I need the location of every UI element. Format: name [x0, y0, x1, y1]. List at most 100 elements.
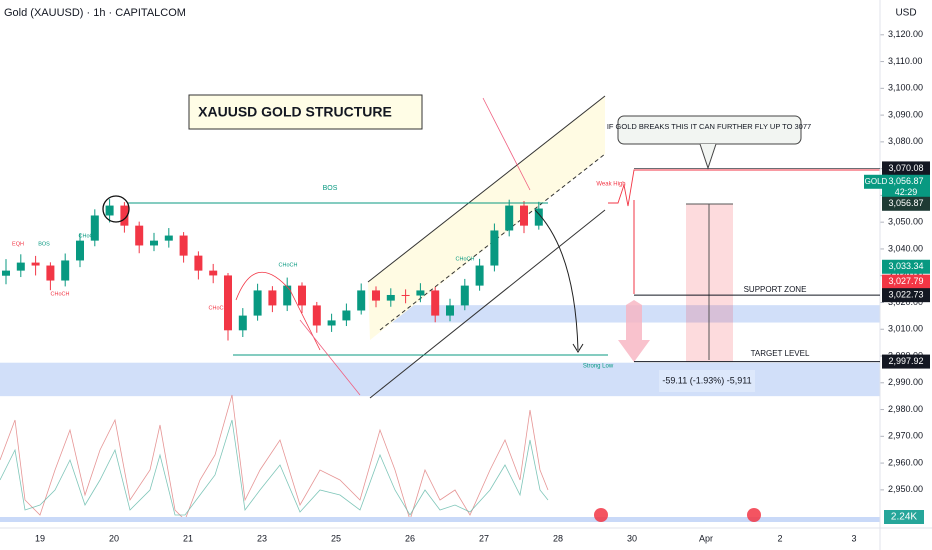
- candle-body: [224, 275, 232, 331]
- candle-body: [194, 255, 203, 271]
- structure-label: CHoCH: [79, 233, 98, 239]
- volume-tag: [884, 510, 924, 524]
- drop-arrow-big: [618, 300, 650, 362]
- measure-label: -59.11 (-1.93%) -5,911: [662, 375, 751, 385]
- event-flag: [747, 508, 761, 522]
- y-tick-label: 3,050.00: [888, 217, 923, 227]
- candle-body: [238, 315, 247, 331]
- y-tick-label: 2,990.00: [888, 377, 923, 387]
- candle-body: [120, 205, 129, 226]
- candle-body: [105, 205, 114, 216]
- chart-title: Gold (XAUUSD) · 1h · CAPITALCOM: [4, 7, 186, 19]
- y-tick-label: 3,090.00: [888, 109, 923, 119]
- candle-body: [16, 262, 25, 271]
- x-tick-label: 3: [851, 533, 856, 543]
- arrow-head: [572, 343, 584, 353]
- price-tag: [882, 161, 930, 176]
- arrow: [482, 97, 531, 191]
- price-tag-text: 3,027.79: [888, 276, 923, 286]
- candle-body: [327, 320, 336, 326]
- highlight-circle: [102, 195, 130, 223]
- candle-body: [76, 240, 84, 261]
- candle-body: [31, 262, 40, 266]
- y-tick-label: 2,950.00: [888, 484, 923, 494]
- y-tick-label: 3,080.00: [888, 136, 923, 146]
- candle-body: [446, 305, 454, 316]
- price-tag-text: 3,022.73: [888, 290, 923, 300]
- channel-line: [367, 95, 606, 283]
- strong-low: Strong Low: [583, 364, 614, 370]
- target-label: TARGET LEVEL: [751, 349, 810, 358]
- price-tag-text: 2,997.92: [888, 356, 923, 366]
- x-tick-label: 20: [109, 533, 119, 543]
- event-flag: [594, 508, 608, 522]
- candle-body: [372, 290, 380, 301]
- candle-body: [475, 265, 484, 286]
- y-axis-label: USD: [895, 8, 916, 19]
- candle-body: [416, 290, 425, 296]
- symbol-tag-text: GOLD: [865, 177, 888, 186]
- candle-body: [431, 290, 440, 316]
- price-tag: [882, 354, 930, 369]
- candle-body: [342, 310, 351, 321]
- candle-body: [90, 215, 99, 241]
- support-label: SUPPORT ZONE: [744, 285, 807, 294]
- candle-body: [61, 260, 70, 281]
- structure-box: [188, 94, 423, 130]
- candle-body: [150, 240, 158, 246]
- price-tag-text: 3,056.87: [888, 176, 923, 186]
- structure-label: BOS: [38, 241, 50, 247]
- x-tick-label: 27: [479, 533, 489, 543]
- measure-box: [659, 370, 755, 392]
- structure-title: XAUUSD GOLD STRUCTURE: [198, 104, 392, 120]
- y-tick-label: 3,040.00: [888, 243, 923, 253]
- breakout-path: [608, 169, 880, 207]
- candle-body: [46, 265, 55, 281]
- y-tick-label: 3,120.00: [888, 29, 923, 39]
- channel-line: [369, 209, 606, 399]
- candle-body: [2, 270, 10, 276]
- x-tick-label: 28: [553, 533, 563, 543]
- y-tick-label: 3,100.00: [888, 83, 923, 93]
- x-tick-label: 25: [331, 533, 341, 543]
- callout-pointer: [699, 143, 717, 170]
- oscillator-signal: [0, 419, 549, 516]
- y-tick-label: 2,980.00: [888, 404, 923, 414]
- structure-label: EQH: [12, 241, 24, 247]
- candle-body: [179, 235, 188, 256]
- x-tick-label: 30: [627, 533, 637, 543]
- callout: IF GOLD BREAKS THIS IT CAN FURTHER FLY U…: [607, 122, 811, 131]
- candle-body: [357, 290, 366, 311]
- candle-body: [135, 225, 144, 246]
- candle-body: [505, 205, 514, 231]
- bos-label: BOS: [323, 185, 338, 192]
- structure-label: CHoCH: [51, 291, 70, 297]
- zone: [370, 305, 880, 323]
- price-tag: [882, 259, 930, 274]
- candle-body: [520, 205, 528, 226]
- arrow: [299, 319, 361, 396]
- candle-body: [490, 230, 499, 266]
- candle-body: [460, 285, 469, 306]
- candle-body: [268, 290, 277, 306]
- structure-label: CHoCH: [456, 256, 475, 262]
- x-tick-label: 19: [35, 533, 45, 543]
- price-tag: [882, 196, 930, 211]
- candle-body: [164, 235, 173, 241]
- candle-body: [386, 294, 395, 301]
- candle-body: [253, 290, 262, 316]
- candle-body: [298, 285, 306, 306]
- y-tick-label: 3,110.00: [888, 56, 922, 66]
- structure-label: CHoCH: [279, 262, 298, 268]
- x-tick-label: 2: [777, 533, 782, 543]
- price-tag-text: 3,056.87: [888, 198, 923, 208]
- swing-arrow: [235, 272, 321, 351]
- weak-high: Weak High: [596, 182, 625, 188]
- y-tick-label: 2,960.00: [888, 457, 923, 467]
- channel-fill: [368, 96, 605, 340]
- x-tick-label: 23: [257, 533, 267, 543]
- countdown: 42:29: [895, 187, 918, 197]
- symbol-tag: [864, 174, 888, 189]
